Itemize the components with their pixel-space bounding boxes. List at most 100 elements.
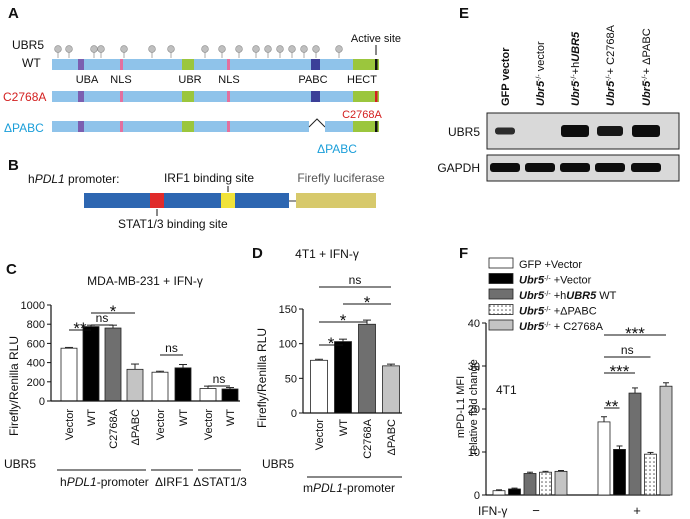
chart-d-ytick-label: 0 [291, 408, 297, 420]
protein-name: UBR5 [12, 38, 44, 52]
sig-c-3-label: * [110, 302, 117, 321]
panel-d-label: D [252, 245, 263, 262]
sig-d-3-label: * [340, 311, 347, 330]
c2768a-nls-1 [120, 91, 123, 102]
sig-c-2-label: ns [96, 311, 109, 325]
chart-d-plot: 0 50 100 150 Vector WT C2768A ΔPABC mPDL1-promot… [279, 273, 402, 495]
bar-series-5 [659, 385, 673, 496]
dpabc-deletion-label: ΔPABC [317, 142, 357, 156]
chart-c-ytick-label: 200 [27, 377, 45, 389]
wt-pabc-domain [311, 59, 320, 70]
panel-c-label: C [6, 261, 17, 278]
irf1-binding-site [221, 193, 235, 208]
dpabc-row-label: ΔPABC [4, 121, 44, 135]
x-tick-label: WT [225, 409, 237, 426]
panel-e: E GFP vector Ubr5-/- vector Ubr5-/-+hUBR5 U… [437, 5, 680, 182]
ptm-site [167, 45, 175, 53]
blot-bands [490, 125, 661, 172]
wt-row-label: WT [22, 56, 41, 70]
domain-pabc: PABC [298, 74, 327, 86]
firefly-luciferase-gene [296, 193, 376, 208]
bar-c2768a [104, 327, 122, 402]
bar-series-4 [644, 453, 657, 496]
ubr5-band [495, 127, 515, 135]
legend-swatch [488, 273, 514, 284]
group-label-plus: + [633, 503, 641, 518]
chart-f-xlabel: IFN-γ [478, 504, 507, 518]
domain-ubr: UBR [178, 74, 201, 86]
bar-series-4 [539, 471, 552, 496]
legend-label: Ubr5-/- +hUBR5 WT [519, 290, 617, 302]
sig-d-2-label: * [364, 293, 371, 312]
ptm-site [148, 45, 156, 53]
bar-series-1 [597, 421, 611, 496]
sig-d-4-label: * [328, 334, 335, 353]
panel-b: B hPDL1 promoter: IRF1 binding site Fire… [8, 157, 385, 231]
x-tick-label: WT [86, 409, 98, 426]
x-tick-label: ΔPABC [130, 409, 142, 446]
ptm-site [235, 45, 243, 53]
bar-wt [174, 367, 192, 402]
ptm-sites [54, 45, 343, 58]
bar-series-1 [492, 490, 506, 496]
luciferase-label: Firefly luciferase [297, 171, 385, 185]
legend-swatch [488, 304, 514, 315]
lane-label: Ubr5-/-+ ΔPABC [641, 28, 653, 106]
c2768a-active-site [375, 91, 378, 102]
bar-series-3 [628, 392, 642, 496]
x-tick-label: C2768A [108, 408, 120, 448]
bar-δpabc [382, 365, 400, 414]
chart-d-row-label: UBR5 [262, 457, 294, 471]
chart-d-ytick-label: 150 [279, 304, 297, 316]
bar-series-2 [613, 449, 626, 496]
x-tick-label: Vector [203, 409, 215, 441]
ptm-site [54, 45, 62, 53]
x-tick-label: Vector [64, 409, 76, 441]
promoter-label: hPDL1 promoter: [28, 172, 119, 186]
panel-d: D 4T1 + IFN-γ Firefly/Renilla RLU UBR5 0… [252, 245, 402, 495]
ubr5-band [561, 125, 589, 137]
lane-label: Ubr5-/-+ C2768A [605, 24, 617, 106]
x-tick-label: WT [338, 419, 350, 436]
group-label-mpdl1: mPDL1-promoter [303, 481, 395, 495]
wt-protein-bar [52, 59, 353, 70]
chart-d-ytick-label: 100 [279, 339, 297, 351]
panel-a-label: A [8, 5, 19, 22]
dpabc-hect-domain [353, 121, 379, 132]
stat-site-label: STAT1/3 binding site [118, 217, 228, 231]
gapdh-band [525, 163, 555, 172]
bar-series-3 [523, 473, 537, 496]
bar-δpabc [126, 368, 144, 402]
ubr5-band [632, 125, 660, 137]
legend-label: Ubr5-/- + C2768A [519, 321, 604, 333]
domain-hect: HECT [347, 74, 377, 86]
bar-vector [310, 359, 328, 414]
group-label-hpdl1: hPDL1-promoter [60, 475, 149, 489]
dpabc-ubr-domain [182, 121, 194, 132]
c2768a-nls-2 [227, 91, 230, 102]
wt-ubr-domain [182, 59, 194, 70]
chart-c-title: MDA-MB-231 + IFN-γ [87, 274, 203, 288]
dpabc-uba-domain [78, 121, 84, 132]
legend-label: GFP +Vector [519, 259, 582, 271]
chart-c-plot: 0 200 400 600 800 1000 Vector WT C2768A ΔPABC Vect… [21, 300, 248, 489]
panel-b-label: B [8, 157, 19, 174]
chart-c-ytick-label: 400 [27, 358, 45, 370]
promoter-region [84, 193, 289, 208]
chart-d-title: 4T1 + IFN-γ [295, 247, 359, 261]
bar-vector [60, 347, 78, 402]
stat-binding-site [150, 193, 164, 208]
legend-swatch [488, 319, 514, 331]
panel-a: A UBR5 Active site WT C2768A ΔPABC UBA N… [3, 5, 401, 156]
active-site-label: Active site [351, 33, 401, 45]
x-tick-label: Vector [314, 419, 326, 451]
domain-nls-2: NLS [218, 74, 239, 86]
x-tick-label: C2768A [362, 418, 374, 458]
bar-vector [199, 388, 217, 402]
ptm-site [276, 45, 284, 53]
chart-c-ytick-label: 800 [27, 319, 45, 331]
ptm-site [120, 45, 128, 53]
lane-label: Ubr5-/-+hUBR5 [570, 31, 582, 106]
legend-swatch [488, 288, 514, 300]
